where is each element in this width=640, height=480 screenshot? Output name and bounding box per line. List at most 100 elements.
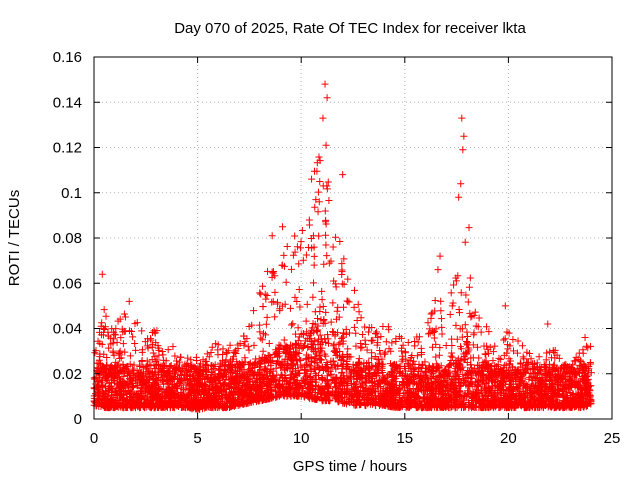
data-point bbox=[262, 295, 270, 303]
data-point bbox=[201, 380, 209, 388]
data-point bbox=[468, 375, 476, 383]
data-point bbox=[91, 375, 99, 383]
data-point bbox=[337, 373, 345, 381]
data-point bbox=[103, 361, 111, 369]
data-point bbox=[244, 343, 252, 351]
data-point bbox=[309, 340, 317, 348]
data-point bbox=[442, 342, 450, 350]
data-point bbox=[339, 351, 347, 359]
data-point bbox=[330, 347, 338, 355]
data-point bbox=[256, 289, 264, 297]
data-point bbox=[322, 241, 330, 249]
data-point bbox=[229, 388, 237, 396]
data-point bbox=[338, 395, 346, 403]
data-point bbox=[350, 303, 358, 311]
data-point bbox=[271, 288, 279, 296]
data-point bbox=[353, 317, 361, 325]
data-point bbox=[465, 224, 473, 232]
data-point bbox=[448, 349, 456, 357]
data-point bbox=[296, 303, 304, 311]
data-point bbox=[548, 354, 556, 362]
data-point bbox=[473, 343, 481, 351]
data-point bbox=[96, 368, 104, 376]
data-point bbox=[245, 375, 253, 383]
data-point bbox=[150, 386, 158, 394]
data-point bbox=[269, 298, 277, 306]
data-point bbox=[146, 383, 154, 391]
data-point bbox=[226, 341, 234, 349]
data-point bbox=[366, 370, 374, 378]
data-point bbox=[304, 243, 312, 251]
data-point bbox=[504, 345, 512, 353]
data-point bbox=[411, 342, 419, 350]
data-point bbox=[248, 321, 256, 329]
data-point bbox=[432, 353, 440, 361]
data-point bbox=[233, 368, 241, 376]
data-point bbox=[431, 327, 439, 335]
data-point bbox=[144, 344, 152, 352]
data-point bbox=[526, 395, 534, 403]
data-point bbox=[535, 353, 543, 361]
data-point bbox=[338, 369, 346, 377]
data-point bbox=[136, 362, 144, 370]
data-point bbox=[573, 365, 581, 373]
data-point bbox=[514, 337, 522, 345]
data-point bbox=[195, 370, 203, 378]
data-point bbox=[154, 360, 162, 368]
data-point bbox=[323, 378, 331, 386]
data-point bbox=[381, 392, 389, 400]
data-point bbox=[121, 348, 129, 356]
data-point bbox=[117, 334, 125, 342]
data-point bbox=[256, 383, 264, 391]
data-point bbox=[356, 400, 364, 408]
data-point bbox=[327, 318, 335, 326]
data-point bbox=[518, 342, 526, 350]
data-point bbox=[274, 382, 282, 390]
data-point bbox=[337, 381, 345, 389]
data-point bbox=[468, 403, 476, 411]
data-point bbox=[354, 300, 362, 308]
data-point bbox=[286, 355, 294, 363]
data-point bbox=[459, 400, 467, 408]
data-point bbox=[326, 367, 334, 375]
data-point bbox=[291, 293, 299, 301]
data-point bbox=[514, 370, 522, 378]
data-point bbox=[580, 361, 588, 369]
data-point bbox=[357, 400, 365, 408]
data-point bbox=[111, 404, 119, 412]
data-point bbox=[148, 343, 156, 351]
data-point bbox=[106, 386, 114, 394]
data-point bbox=[407, 353, 415, 361]
data-point bbox=[322, 218, 330, 226]
data-point bbox=[560, 364, 568, 372]
data-point bbox=[257, 334, 265, 342]
data-point bbox=[485, 362, 493, 370]
data-point bbox=[99, 402, 107, 410]
data-point bbox=[473, 361, 481, 369]
data-point bbox=[422, 364, 430, 372]
data-point bbox=[271, 313, 279, 321]
data-point bbox=[100, 350, 108, 358]
data-point bbox=[570, 368, 578, 376]
data-point bbox=[479, 380, 487, 388]
data-point bbox=[415, 403, 423, 411]
data-point bbox=[497, 355, 505, 363]
data-point bbox=[393, 391, 401, 399]
data-point bbox=[138, 327, 146, 335]
data-point bbox=[402, 404, 410, 412]
data-point bbox=[301, 337, 309, 345]
data-point bbox=[471, 308, 479, 316]
data-point bbox=[190, 363, 198, 371]
data-point bbox=[427, 310, 435, 318]
data-point bbox=[473, 371, 481, 379]
data-point bbox=[291, 388, 299, 396]
data-point bbox=[164, 379, 172, 387]
data-point bbox=[147, 362, 155, 370]
data-point bbox=[519, 374, 527, 382]
data-point bbox=[584, 393, 592, 401]
data-point bbox=[302, 355, 310, 363]
data-point bbox=[249, 370, 257, 378]
data-point bbox=[342, 364, 350, 372]
data-point bbox=[304, 343, 312, 351]
data-point bbox=[129, 380, 137, 388]
